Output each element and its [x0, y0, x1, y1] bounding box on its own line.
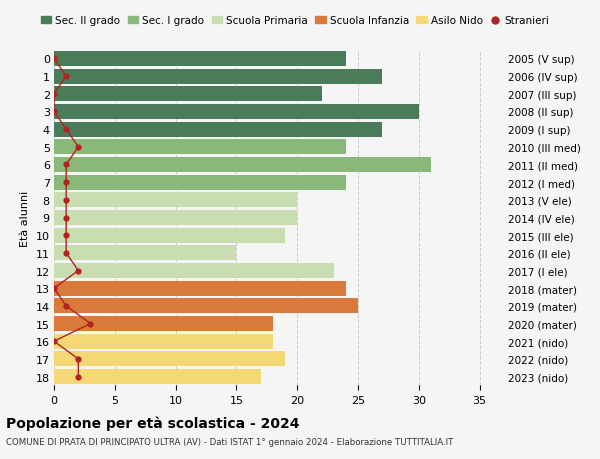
Bar — [54, 263, 334, 279]
Bar — [54, 281, 346, 296]
Bar — [54, 246, 236, 261]
Bar — [54, 316, 273, 331]
Bar — [54, 69, 382, 84]
Bar — [54, 228, 285, 243]
Bar — [54, 369, 261, 384]
Bar — [54, 211, 297, 225]
Bar — [54, 193, 297, 208]
Bar — [54, 105, 419, 120]
Bar — [54, 157, 431, 173]
Bar — [54, 334, 273, 349]
Bar — [54, 87, 322, 102]
Y-axis label: Età alunni: Età alunni — [20, 190, 30, 246]
Bar — [54, 123, 382, 137]
Bar — [54, 299, 358, 313]
Text: Popolazione per età scolastica - 2024: Popolazione per età scolastica - 2024 — [6, 415, 299, 430]
Legend: Sec. II grado, Sec. I grado, Scuola Primaria, Scuola Infanzia, Asilo Nido, Stran: Sec. II grado, Sec. I grado, Scuola Prim… — [37, 12, 554, 30]
Bar — [54, 140, 346, 155]
Bar — [54, 52, 346, 67]
Text: COMUNE DI PRATA DI PRINCIPATO ULTRA (AV) - Dati ISTAT 1° gennaio 2024 - Elaboraz: COMUNE DI PRATA DI PRINCIPATO ULTRA (AV)… — [6, 437, 454, 446]
Bar — [54, 352, 285, 367]
Y-axis label: Anni di nascita: Anni di nascita — [598, 177, 600, 259]
Bar — [54, 175, 346, 190]
